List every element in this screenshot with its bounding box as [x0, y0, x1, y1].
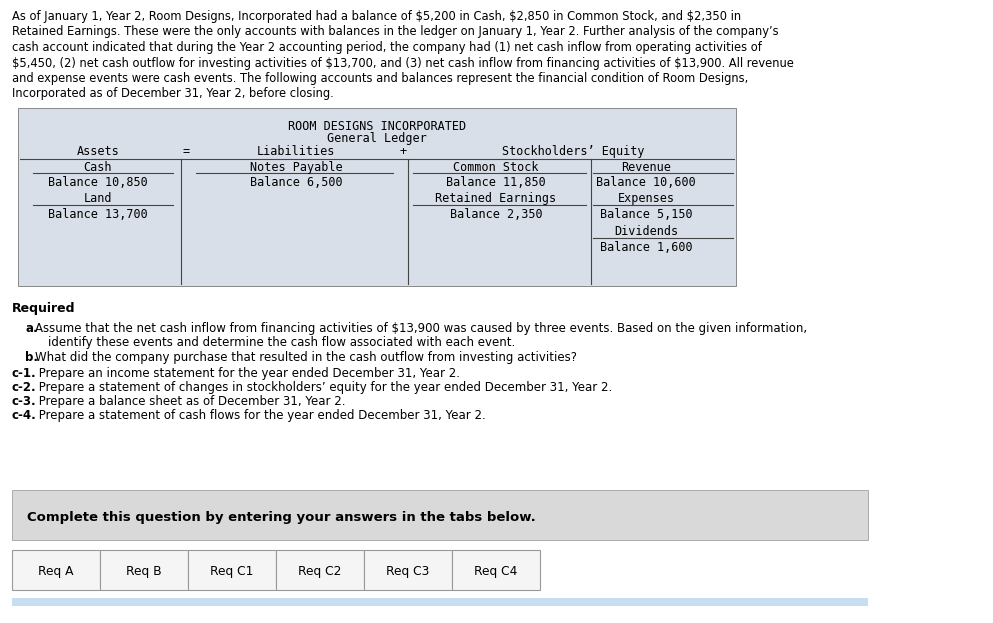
FancyBboxPatch shape [12, 490, 868, 540]
Text: Balance 1,600: Balance 1,600 [600, 241, 692, 254]
Text: c-4.: c-4. [12, 409, 37, 422]
Text: Req B: Req B [126, 566, 162, 579]
FancyBboxPatch shape [188, 550, 276, 590]
Text: $5,450, (2) net cash outflow for investing activities of $13,700, and (3) net ca: $5,450, (2) net cash outflow for investi… [12, 57, 793, 70]
Text: What did the company purchase that resulted in the cash outflow from investing a: What did the company purchase that resul… [35, 351, 577, 364]
Text: Notes Payable: Notes Payable [249, 161, 343, 174]
FancyBboxPatch shape [276, 550, 364, 590]
Text: Land: Land [83, 192, 112, 205]
Text: =: = [183, 145, 190, 158]
FancyBboxPatch shape [12, 550, 100, 590]
Text: Balance 2,350: Balance 2,350 [450, 208, 542, 221]
FancyBboxPatch shape [12, 598, 868, 606]
Text: Expenses: Expenses [618, 192, 674, 205]
Text: Balance 6,500: Balance 6,500 [249, 176, 343, 189]
Text: c-3.: c-3. [12, 395, 37, 408]
Text: Retained Earnings. These were the only accounts with balances in the ledger on J: Retained Earnings. These were the only a… [12, 26, 779, 39]
Text: Balance 10,850: Balance 10,850 [48, 176, 148, 189]
Text: Assets: Assets [76, 145, 119, 158]
Text: Balance 11,850: Balance 11,850 [446, 176, 546, 189]
Text: +: + [399, 145, 406, 158]
Text: Stockholders’ Equity: Stockholders’ Equity [501, 145, 644, 158]
Text: Prepare a statement of cash flows for the year ended December 31, Year 2.: Prepare a statement of cash flows for th… [35, 409, 486, 422]
Text: identify these events and determine the cash flow associated with each event.: identify these events and determine the … [48, 336, 515, 349]
Text: c-2.: c-2. [12, 381, 37, 394]
Text: Liabilities: Liabilities [257, 145, 336, 158]
Text: Req C2: Req C2 [298, 566, 342, 579]
Text: Assume that the net cash inflow from financing activities of $13,900 was caused : Assume that the net cash inflow from fin… [35, 322, 807, 335]
FancyBboxPatch shape [18, 108, 736, 286]
Text: Revenue: Revenue [621, 161, 671, 174]
Text: b.: b. [25, 351, 38, 364]
Text: Req A: Req A [39, 566, 73, 579]
Text: Cash: Cash [83, 161, 112, 174]
Text: Req C3: Req C3 [386, 566, 430, 579]
Text: c-1.: c-1. [12, 367, 37, 380]
Text: Prepare a balance sheet as of December 31, Year 2.: Prepare a balance sheet as of December 3… [35, 395, 346, 408]
Text: Complete this question by entering your answers in the tabs below.: Complete this question by entering your … [27, 511, 536, 525]
Text: ROOM DESIGNS INCORPORATED: ROOM DESIGNS INCORPORATED [288, 120, 466, 133]
Text: Retained Earnings: Retained Earnings [436, 192, 556, 205]
FancyBboxPatch shape [452, 550, 540, 590]
Text: Req C1: Req C1 [211, 566, 253, 579]
Text: As of January 1, Year 2, Room Designs, Incorporated had a balance of $5,200 in C: As of January 1, Year 2, Room Designs, I… [12, 10, 741, 23]
Text: Dividends: Dividends [614, 225, 678, 238]
Text: a.: a. [25, 322, 38, 335]
Text: Balance 10,600: Balance 10,600 [596, 176, 696, 189]
Text: Prepare a statement of changes in stockholders’ equity for the year ended Decemb: Prepare a statement of changes in stockh… [35, 381, 613, 394]
Text: Common Stock: Common Stock [453, 161, 539, 174]
FancyBboxPatch shape [100, 550, 188, 590]
Text: General Ledger: General Ledger [327, 132, 427, 145]
Text: Required: Required [12, 302, 75, 315]
Text: Balance 13,700: Balance 13,700 [48, 208, 148, 221]
Text: cash account indicated that during the Year 2 accounting period, the company had: cash account indicated that during the Y… [12, 41, 762, 54]
FancyBboxPatch shape [364, 550, 452, 590]
Text: and expense events were cash events. The following accounts and balances represe: and expense events were cash events. The… [12, 72, 749, 85]
Text: Incorporated as of December 31, Year 2, before closing.: Incorporated as of December 31, Year 2, … [12, 87, 334, 100]
Text: Balance 5,150: Balance 5,150 [600, 208, 692, 221]
Text: Req C4: Req C4 [475, 566, 517, 579]
Text: Prepare an income statement for the year ended December 31, Year 2.: Prepare an income statement for the year… [35, 367, 460, 380]
